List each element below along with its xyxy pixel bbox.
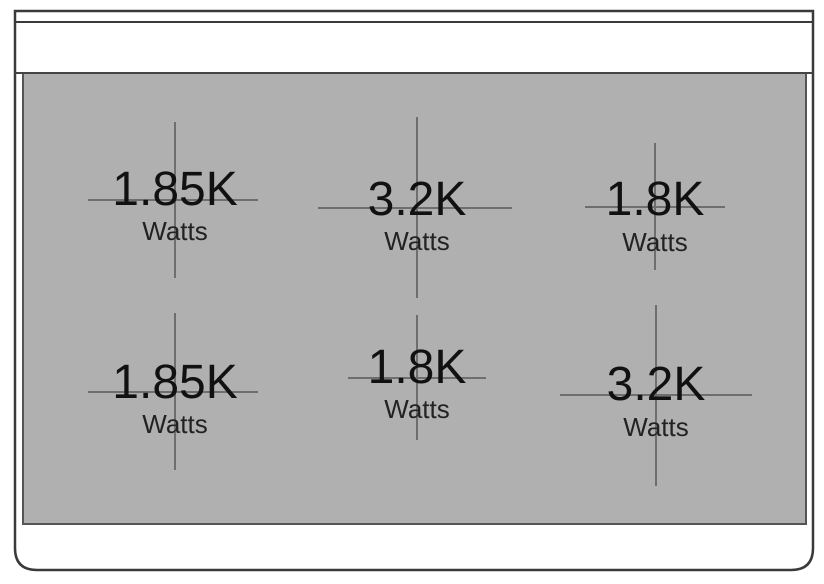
burner-power-value: 1.8K [368, 341, 467, 394]
burner-power-value: 3.2K [607, 358, 706, 411]
burner-power-unit: Watts [142, 216, 207, 246]
burner-power-value: 1.85K [112, 163, 237, 216]
burner-power-value: 1.85K [112, 356, 237, 409]
burner-power-unit: Watts [622, 227, 687, 257]
burner-power-unit: Watts [142, 409, 207, 439]
burner-power-value: 3.2K [368, 173, 467, 226]
burner-power-unit: Watts [384, 394, 449, 424]
cooking-surface [22, 72, 807, 525]
burner-power-value: 1.8K [606, 173, 705, 226]
burner-power-unit: Watts [623, 412, 688, 442]
burner-power-unit: Watts [384, 226, 449, 256]
